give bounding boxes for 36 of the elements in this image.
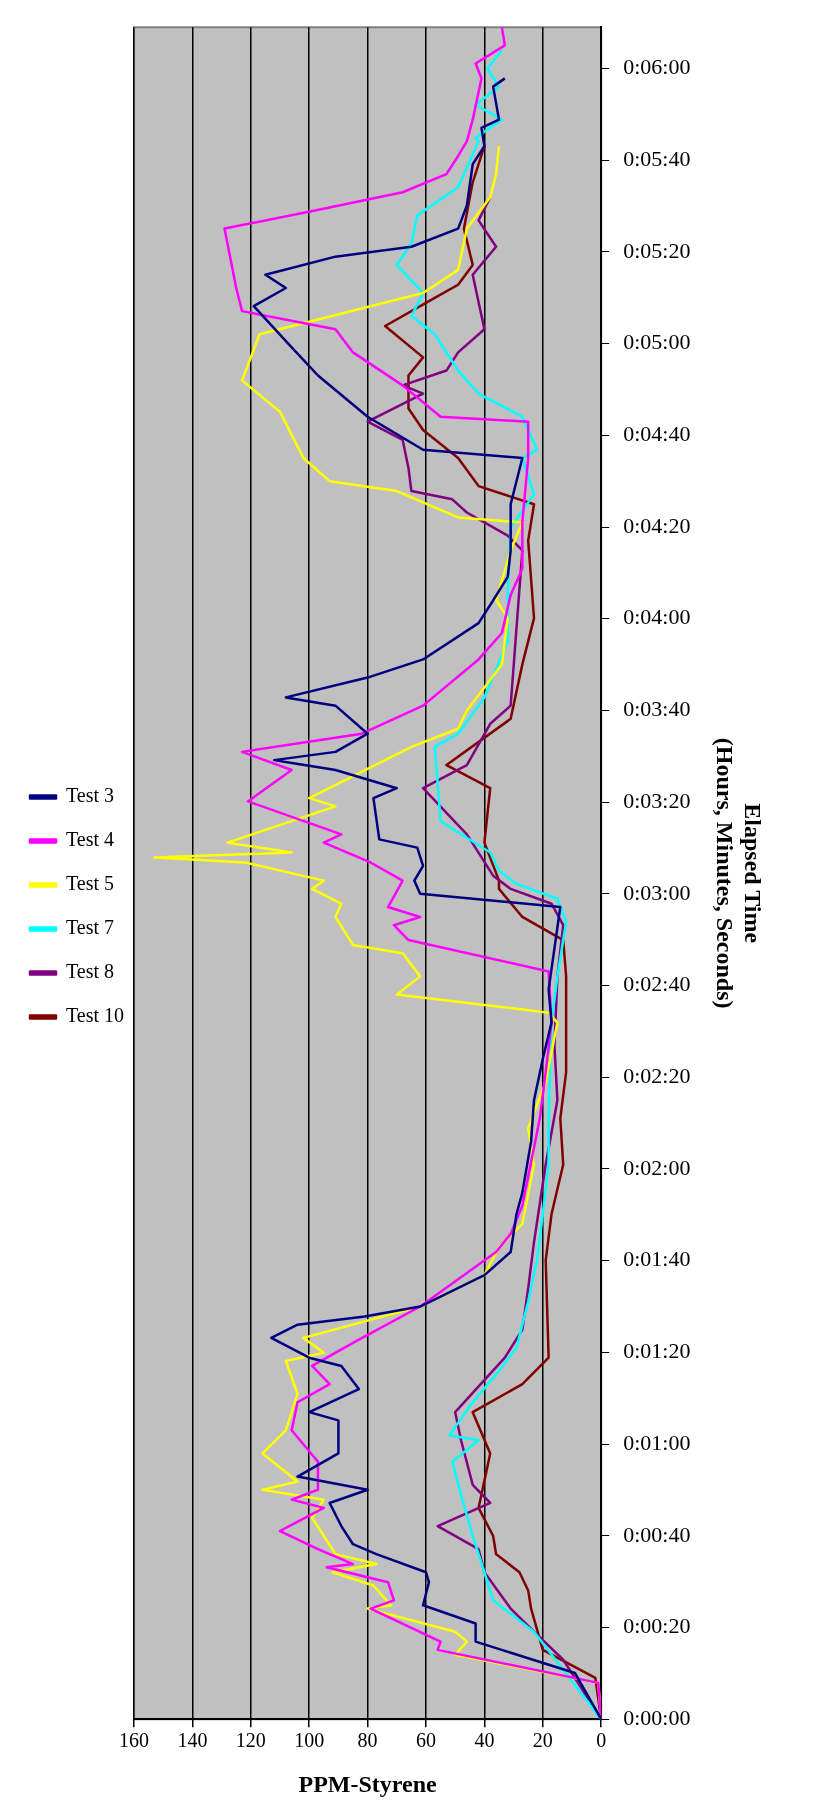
y-tick-label: 0:01:20 (623, 1338, 691, 1364)
y-tick-label: 0:03:20 (623, 787, 691, 813)
x-tick-label: 40 (474, 1729, 495, 1752)
y-tick-label: 0:05:00 (623, 329, 691, 355)
x-tick-label: 120 (235, 1729, 266, 1752)
y-tick-label: 0:06:00 (623, 54, 691, 80)
y-tick-label: 0:00:00 (623, 1704, 691, 1730)
x-tick-label: 100 (294, 1729, 325, 1752)
y-tick-label: 0:01:00 (623, 1429, 691, 1455)
legend-label: Test 4 (66, 828, 115, 851)
y-tick-label: 0:04:00 (623, 604, 691, 630)
legend-label: Test 3 (66, 784, 115, 807)
y-tick-label: 0:02:40 (623, 971, 691, 997)
y-tick-label: 0:03:00 (623, 879, 691, 905)
y-tick-label: 0:02:00 (623, 1154, 691, 1180)
legend-label: Test 10 (66, 1004, 125, 1027)
x-tick-label: 0 (596, 1729, 607, 1752)
x-tick-label: 20 (532, 1729, 553, 1752)
y-tick-label: 0:05:20 (623, 237, 691, 263)
y-axis-title: Elapsed Time (Hours, Minutes, Seconds) (711, 737, 767, 1009)
y-tick-label: 0:04:40 (623, 421, 691, 447)
legend-label: Test 8 (66, 960, 115, 983)
y-tick-label: 0:05:40 (623, 145, 691, 171)
y-tick-label: 0:02:20 (623, 1063, 691, 1089)
y-tick-label: 0:04:20 (623, 512, 691, 538)
y-tick-label: 0:00:40 (623, 1521, 691, 1547)
x-tick-label: 140 (177, 1729, 208, 1752)
y-tick-label: 0:03:40 (623, 696, 691, 722)
x-axis-title: PPM-Styrene (298, 1770, 438, 1797)
y-tick-label: 0:00:20 (623, 1613, 691, 1639)
y-tick-label: 0:01:40 (623, 1246, 691, 1272)
legend-label: Test 7 (66, 916, 115, 939)
x-tick-label: 160 (119, 1729, 150, 1752)
x-tick-label: 80 (357, 1729, 378, 1752)
legend-label: Test 5 (66, 872, 115, 895)
x-tick-label: 60 (416, 1729, 436, 1752)
